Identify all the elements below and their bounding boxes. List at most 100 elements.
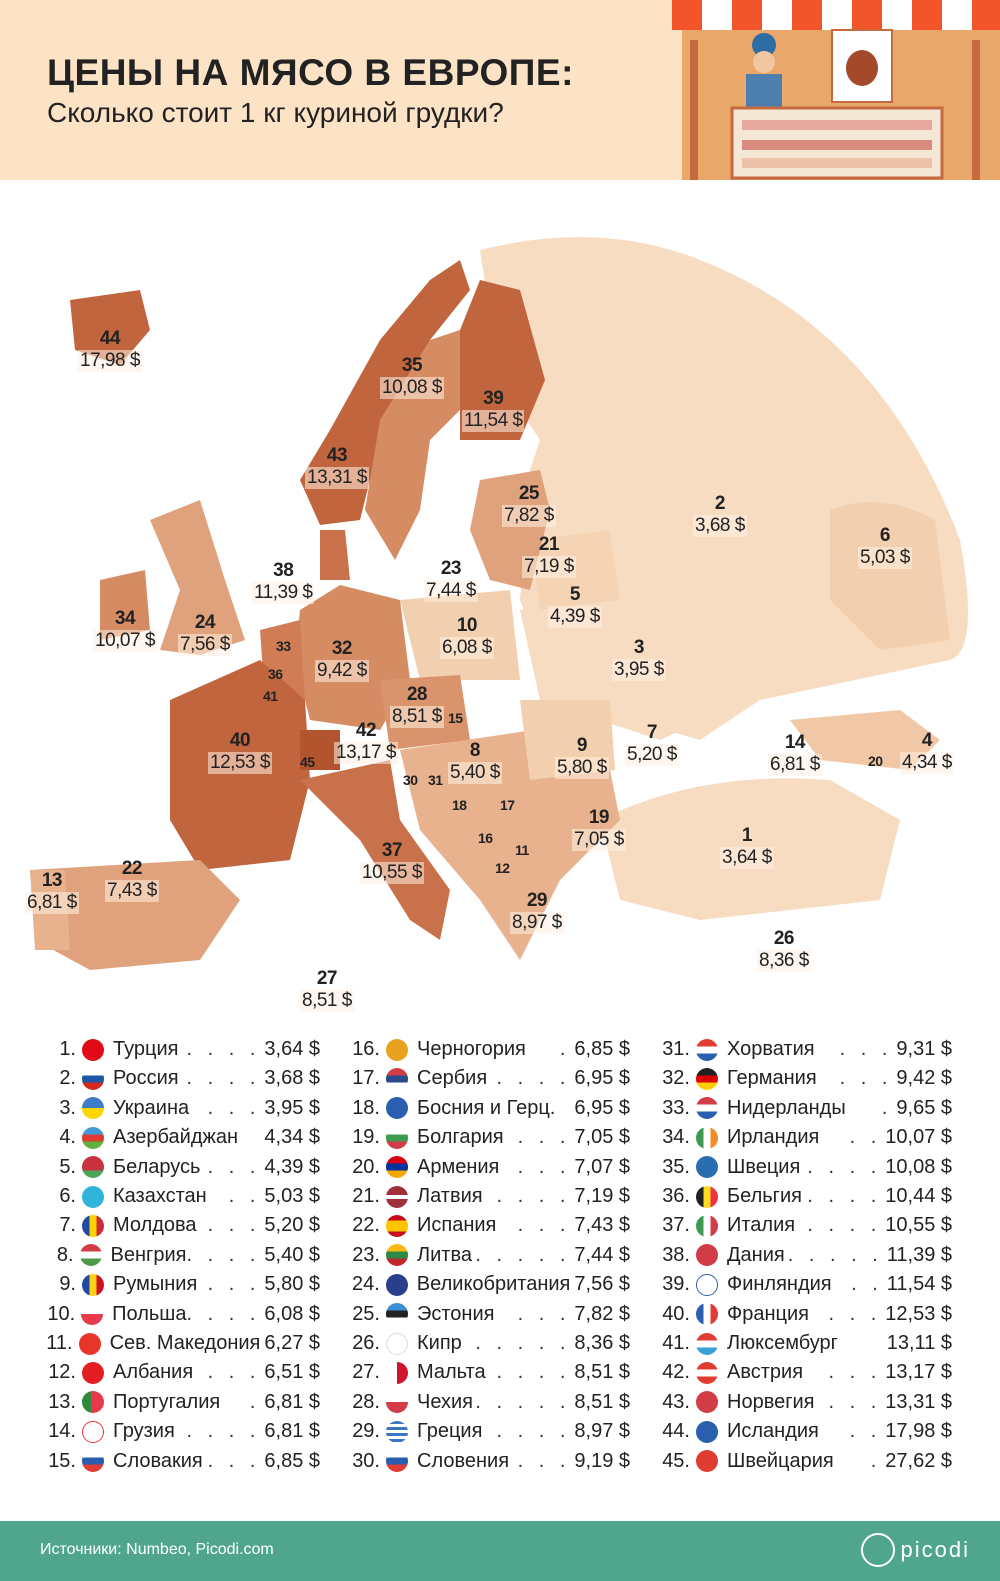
country-name: Италия	[727, 1214, 796, 1237]
map-label-33: 33	[276, 638, 291, 654]
ranking-row: 29. Греция . . . . 8,97 $	[342, 1417, 630, 1446]
logo-text: picodi	[900, 1537, 970, 1562]
country-name: Дания	[727, 1243, 785, 1266]
leader-dots: . . . .	[496, 1420, 571, 1443]
ranking-row: 2. Россия . . . . 3,68 $	[38, 1064, 320, 1093]
flag-lithuania-icon	[386, 1244, 408, 1267]
country-name: Армения	[417, 1155, 500, 1178]
map-label-35: 35 10,08 $	[380, 355, 444, 399]
flag-portugal-icon	[82, 1391, 104, 1414]
map-rank: 24	[194, 612, 216, 633]
leader-dots: . . . .	[807, 1185, 882, 1207]
country-name: Кипр	[417, 1332, 462, 1354]
map-price: 9,42 $	[315, 660, 369, 682]
rank-number: 16.	[352, 1038, 380, 1060]
country-name: Ирландия	[727, 1126, 820, 1149]
price-value: 7,43 $	[574, 1214, 630, 1237]
price-value: 3,95 $	[264, 1096, 320, 1119]
map-label-5: 5 4,39 $	[548, 584, 602, 628]
flag-uk-icon	[385, 1273, 408, 1296]
flag-belarus-icon	[82, 1156, 104, 1179]
flag-bulgaria-icon	[386, 1126, 408, 1149]
map-label-18: 18	[452, 797, 467, 813]
price-value: 9,19 $	[574, 1449, 630, 1472]
country-name: Беларусь	[113, 1155, 201, 1178]
map-label-26: 26 8,36 $	[757, 928, 811, 972]
map-label-11: 11	[515, 842, 529, 858]
country-name: Босния и Герц.	[417, 1096, 556, 1119]
map-price: 4,34 $	[900, 752, 954, 774]
map-label-24: 24 7,56 $	[178, 612, 232, 656]
map-price: 10,08 $	[380, 377, 444, 399]
map-price: 3,64 $	[720, 847, 774, 869]
rank-number: 40.	[662, 1302, 690, 1325]
ranking-row: 15. Словакия. . . 6,85 $	[38, 1447, 320, 1476]
ranking-row: 6. Казахстан . . 5,03 $	[38, 1182, 320, 1211]
price-value: 9,42 $	[896, 1067, 952, 1090]
rank-number: 3.	[59, 1096, 76, 1119]
rank-number: 29.	[352, 1420, 380, 1443]
leader-dots: . . . .	[496, 1361, 571, 1384]
map-price: 12,53 $	[208, 752, 272, 774]
flag-czechia-icon	[386, 1391, 408, 1414]
country-name: Чехия	[417, 1390, 474, 1413]
price-value: 8,36 $	[574, 1332, 630, 1354]
ranking-row: 35. Швеция . . . . 10,08 $	[652, 1153, 952, 1182]
map-label-38: 38 11,39 $	[252, 560, 315, 604]
flag-finland-icon	[696, 1273, 718, 1296]
map-rank: 42	[355, 720, 377, 741]
map-shapes	[30, 237, 968, 970]
ranking-row: 5. Беларусь . . . 4,39 $	[38, 1153, 320, 1182]
map-label-25: 25 7,82 $	[502, 483, 556, 527]
map-label-12: 12	[495, 860, 510, 876]
country-name: Финляндия	[727, 1273, 832, 1296]
map-price: 5,40 $	[448, 762, 502, 784]
rank-number: 14.	[48, 1420, 76, 1443]
country-name: Бельгия	[727, 1185, 802, 1207]
rank-number: 8.	[56, 1243, 74, 1266]
flag-spain-icon	[386, 1214, 408, 1237]
rank-number: 37.	[662, 1214, 690, 1237]
region-finland	[460, 280, 545, 440]
map-price: 13,17 $	[334, 742, 398, 764]
flag-serbia-icon	[386, 1067, 408, 1090]
price-value: 6,85 $	[264, 1449, 320, 1472]
map-rank: 31	[428, 772, 443, 788]
flag-france-icon	[696, 1303, 718, 1326]
flag-azerbaijan-icon	[82, 1126, 104, 1149]
leader-dots: . . .	[517, 1126, 571, 1149]
map-rank: 6	[879, 525, 891, 546]
price-value: 13,11 $	[886, 1332, 952, 1354]
flag-germany-icon	[696, 1067, 718, 1090]
rank-number: 41.	[662, 1332, 690, 1354]
flag-kazakhstan-icon	[82, 1185, 104, 1208]
map-rank: 20	[868, 753, 883, 769]
leader-dots: . . .	[839, 1067, 893, 1090]
flag-albania-icon	[82, 1361, 104, 1384]
rank-number: 44.	[662, 1420, 690, 1443]
price-value: 3,68 $	[264, 1067, 320, 1090]
country-name: Франция	[727, 1302, 809, 1325]
ranking-row: 3. Украина . . . 3,95 $	[38, 1094, 320, 1123]
price-value: 5,20 $	[264, 1214, 320, 1237]
leader-dots: . . . .	[186, 1302, 261, 1325]
ranking-row: 40. Франция . . . 12,53 $	[652, 1300, 952, 1329]
map-rank: 44	[99, 328, 121, 349]
flag-hungary-icon	[79, 1244, 102, 1267]
map-price: 4,39 $	[548, 606, 602, 628]
rank-number: 15.	[48, 1449, 76, 1472]
butcher-shop-illustration	[672, 0, 1000, 180]
region-switzerland	[300, 730, 340, 770]
map-rank: 39	[483, 388, 504, 409]
map-label-16: 16	[478, 830, 493, 846]
price-value: 8,51 $	[574, 1390, 630, 1413]
flag-estonia-icon	[386, 1303, 408, 1326]
ranking-row: 31. Хорватия . . . 9,31 $	[652, 1035, 952, 1064]
map-label-29: 29 8,97 $	[510, 890, 564, 934]
map-label-7: 7 5,20 $	[625, 722, 679, 766]
leader-dots: .	[881, 1096, 893, 1119]
flag-north-macedonia-icon	[78, 1332, 101, 1355]
price-value: 10,44 $	[885, 1185, 952, 1207]
country-name: Молдова	[113, 1214, 197, 1237]
rank-number: 2.	[59, 1067, 76, 1090]
